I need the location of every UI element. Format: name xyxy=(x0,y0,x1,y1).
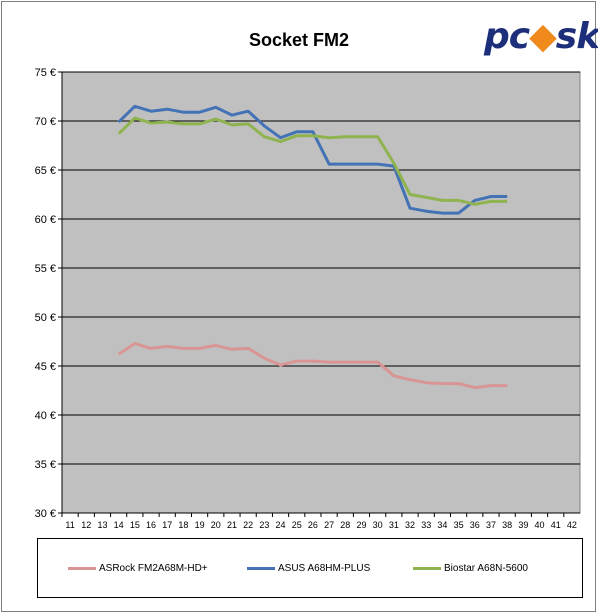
logo-text-s: s xyxy=(555,16,577,57)
y-tick-label: 70 € xyxy=(35,116,56,128)
x-tick-label: 31 xyxy=(389,520,399,530)
legend-swatch-biostar xyxy=(413,567,441,570)
legend: ASRock FM2A68M-HD+ ASUS A68HM-PLUS Biost… xyxy=(37,538,583,598)
series-lines xyxy=(117,104,508,390)
x-tick-label: 12 xyxy=(81,520,91,530)
x-tick-label: 35 xyxy=(454,520,464,530)
legend-item-biostar: Biostar A68N-5600 xyxy=(413,563,528,574)
x-tick-label: 28 xyxy=(340,520,350,530)
x-tick-label: 25 xyxy=(292,520,302,530)
x-tick-label: 11 xyxy=(65,520,74,530)
x-tick-label: 17 xyxy=(162,520,172,530)
x-tick-label: 42 xyxy=(567,520,577,530)
legend-item-asrock: ASRock FM2A68M-HD+ xyxy=(68,563,208,574)
x-tick-label: 29 xyxy=(356,520,366,530)
x-tick-label: 20 xyxy=(211,520,221,530)
x-tick-label: 16 xyxy=(146,520,156,530)
chart-title: Socket FM2 xyxy=(248,30,350,50)
logo-text-k: k xyxy=(576,16,598,57)
x-tick-label: 18 xyxy=(178,520,188,530)
x-tick-label: 13 xyxy=(97,520,107,530)
x-tick-label: 37 xyxy=(486,520,496,530)
y-axis-ticks: 30 € 35 € 40 € 45 € 50 € 55 € 60 € 65 € 70 € 75 € xyxy=(35,67,63,520)
x-tick-label: 26 xyxy=(308,520,318,530)
series-line-2 xyxy=(117,116,508,206)
legend-swatch-asus xyxy=(247,567,275,570)
y-tick-label: 60 € xyxy=(35,214,56,226)
x-tick-label: 33 xyxy=(421,520,431,530)
x-tick-label: 38 xyxy=(502,520,512,530)
x-tick-label: 34 xyxy=(437,520,447,530)
legend-swatch-asrock xyxy=(68,567,96,570)
x-tick-label: 32 xyxy=(405,520,415,530)
legend-label-asus: ASUS A68HM-PLUS xyxy=(278,563,371,574)
gridlines xyxy=(62,71,580,465)
x-tick-label: 39 xyxy=(518,520,528,530)
x-axis-ticks: 11 12 13 14 15 16 17 18 19 20 21 22 23 24 25 26 27 28 29 30… xyxy=(61,512,580,530)
y-tick-label: 65 € xyxy=(35,165,56,177)
x-tick-label: 15 xyxy=(130,520,140,530)
logo-text-pc: pc xyxy=(484,16,530,57)
x-tick-label: 21 xyxy=(227,520,237,530)
x-tick-label: 40 xyxy=(535,520,545,530)
x-tick-label: 24 xyxy=(276,520,286,530)
legend-label-biostar: Biostar A68N-5600 xyxy=(444,563,528,574)
pcsk-logo: pc◆sk xyxy=(484,17,598,57)
y-tick-label: 35 € xyxy=(35,459,56,471)
legend-label-asrock: ASRock FM2A68M-HD+ xyxy=(99,563,208,574)
y-tick-label: 30 € xyxy=(35,508,56,520)
y-tick-label: 50 € xyxy=(35,312,56,324)
x-tick-label: 14 xyxy=(114,520,124,530)
y-tick-label: 55 € xyxy=(35,263,56,275)
logo-flame-icon: ◆ xyxy=(529,16,557,57)
x-tick-label: 30 xyxy=(373,520,383,530)
x-tick-label: 36 xyxy=(470,520,480,530)
x-tick-label: 41 xyxy=(551,520,561,530)
y-tick-label: 45 € xyxy=(35,361,56,373)
x-tick-label: 27 xyxy=(324,520,334,530)
x-tick-label: 19 xyxy=(195,520,205,530)
x-tick-label: 22 xyxy=(243,520,253,530)
legend-item-asus: ASUS A68HM-PLUS xyxy=(247,563,370,574)
y-tick-label: 75 € xyxy=(35,67,56,79)
series-line-0 xyxy=(117,342,508,390)
y-tick-label: 40 € xyxy=(35,410,56,422)
x-tick-label: 23 xyxy=(259,520,269,530)
series-line-1 xyxy=(117,104,508,215)
